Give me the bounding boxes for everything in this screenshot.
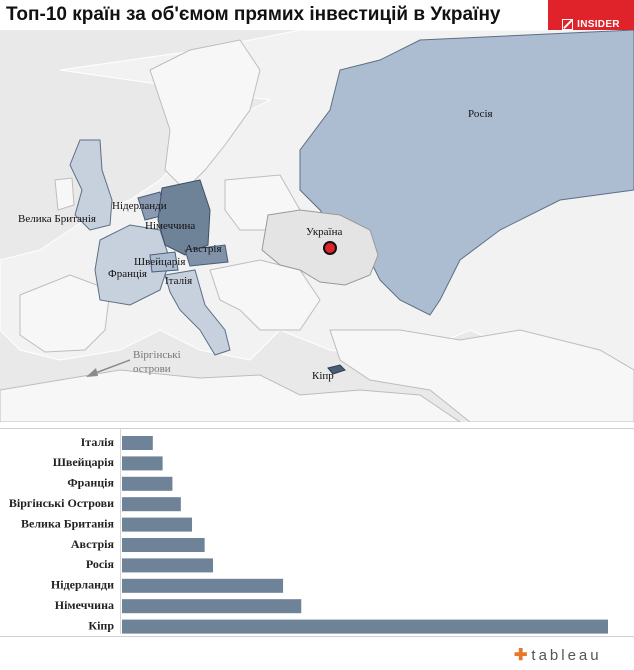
map-country-france xyxy=(94,224,171,306)
label-ukraine: Україна xyxy=(306,226,343,238)
map-scandinavia xyxy=(149,39,261,191)
map-middle-east xyxy=(329,329,634,422)
label-germany: Німеччина xyxy=(145,220,196,232)
bar[interactable] xyxy=(122,517,193,532)
map-country-switzerland xyxy=(149,251,179,273)
map-country-italy xyxy=(164,269,231,356)
map-view[interactable]: Росія Україна Велика Британія Нідерланди… xyxy=(0,30,634,422)
bar[interactable] xyxy=(122,436,153,450)
map-country-uk xyxy=(69,139,113,231)
bar[interactable] xyxy=(122,578,284,593)
map-africa xyxy=(0,369,461,422)
bar-label: Нідерланди xyxy=(51,578,114,592)
label-uk: Велика Британія xyxy=(18,213,96,225)
map-country-cyprus xyxy=(327,364,346,375)
tableau-logo[interactable]: ✚ tableau xyxy=(514,645,602,665)
bar-label: Велика Британія xyxy=(21,516,115,530)
label-italy: Італія xyxy=(165,275,193,287)
label-virgin-islands: Віргінські острови xyxy=(133,349,181,375)
insider-logo-text: INSIDER xyxy=(577,18,620,30)
label-cyprus: Кіпр xyxy=(312,370,334,382)
bar-label: Франція xyxy=(67,476,114,490)
bar-label: Кіпр xyxy=(88,618,114,632)
map-iberia xyxy=(19,274,111,353)
bar[interactable] xyxy=(122,599,302,614)
bar-chart-svg: Італія Швейцарія Франція Віргінські Острови… xyxy=(9,435,608,634)
map-balkans xyxy=(209,259,321,331)
bar[interactable] xyxy=(122,497,181,512)
tableau-logo-text: tableau xyxy=(531,646,602,664)
label-russia: Росія xyxy=(468,108,493,120)
bar-label: Віргінські Острови xyxy=(9,496,114,510)
bar[interactable] xyxy=(122,456,163,471)
bar[interactable] xyxy=(122,619,608,634)
bar[interactable] xyxy=(122,538,205,552)
bar-label: Італія xyxy=(81,435,115,449)
insider-logo-icon xyxy=(562,18,574,30)
label-netherlands: Нідерланди xyxy=(112,200,167,212)
map-country-austria xyxy=(184,244,229,267)
bar-label: Німеччина xyxy=(55,598,114,612)
label-austria: Австрія xyxy=(185,243,222,255)
label-switzerland: Швейцарія xyxy=(134,256,186,268)
page-title: Топ-10 країн за об'ємом прямих інвестиці… xyxy=(6,4,501,25)
ukraine-marker xyxy=(323,241,337,255)
bar-label: Австрія xyxy=(71,537,115,551)
bar[interactable] xyxy=(122,558,214,573)
footer-divider xyxy=(0,636,634,637)
bar-label: Швейцарія xyxy=(53,455,115,469)
map-country-ukraine xyxy=(261,209,379,286)
bar[interactable] xyxy=(122,476,173,491)
bar-chart[interactable]: Італія Швейцарія Франція Віргінські Острови… xyxy=(0,429,634,634)
label-france: Франція xyxy=(108,268,147,280)
tableau-plus-icon: ✚ xyxy=(514,647,528,664)
map-ireland xyxy=(54,177,75,211)
section-divider xyxy=(0,428,634,429)
map-canvas xyxy=(0,30,634,422)
chart-axis-line xyxy=(120,429,121,634)
bar-label: Росія xyxy=(86,557,115,571)
virgin-islands-arrow-head xyxy=(86,368,98,377)
